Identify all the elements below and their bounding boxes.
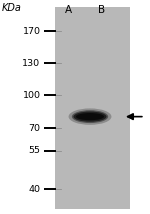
Text: 55: 55	[28, 146, 40, 155]
Text: 70: 70	[28, 124, 40, 133]
Text: A: A	[65, 5, 72, 15]
Text: B: B	[98, 5, 106, 15]
Text: 40: 40	[28, 185, 40, 194]
Ellipse shape	[72, 110, 108, 123]
Ellipse shape	[69, 108, 111, 125]
Text: 130: 130	[22, 59, 40, 68]
Ellipse shape	[74, 111, 106, 122]
Bar	[55, 7, 130, 209]
Text: 100: 100	[22, 91, 40, 100]
Ellipse shape	[76, 113, 104, 120]
Text: KDa: KDa	[2, 3, 21, 13]
Text: 170: 170	[22, 27, 40, 36]
